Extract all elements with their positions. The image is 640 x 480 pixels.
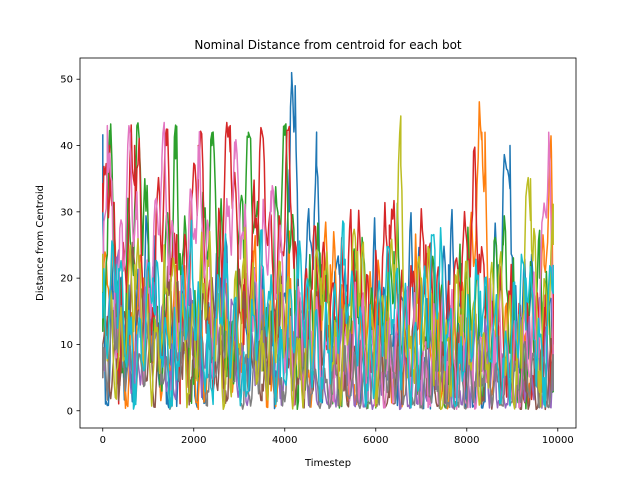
x-tick-label: 4000 [272, 435, 297, 446]
x-tick-label: 10000 [542, 435, 574, 446]
series-line [102, 219, 554, 410]
x-tick-label: 2000 [181, 435, 206, 446]
y-axis-label: Distance from Centroid [35, 185, 46, 301]
x-axis-label: Timestep [304, 458, 351, 469]
series-layer [102, 71, 554, 411]
x-axis: 0 2000 4000 6000 8000 10000 [100, 428, 574, 446]
x-tick-label: 0 [100, 435, 106, 446]
x-tick-label: 8000 [454, 435, 479, 446]
y-tick-label: 30 [60, 207, 73, 218]
series-line [102, 115, 554, 411]
y-tick-label: 0 [67, 406, 73, 417]
y-tick-label: 50 [60, 75, 73, 86]
y-tick-label: 20 [60, 274, 73, 285]
series-line [102, 299, 554, 411]
chart-title: Nominal Distance from centroid for each … [194, 38, 462, 52]
y-axis: 0 10 20 30 40 50 [60, 75, 80, 417]
plot-frame [79, 57, 577, 429]
y-tick-label: 40 [60, 141, 73, 152]
x-tick-label: 6000 [363, 435, 388, 446]
y-tick-label: 10 [60, 340, 73, 351]
